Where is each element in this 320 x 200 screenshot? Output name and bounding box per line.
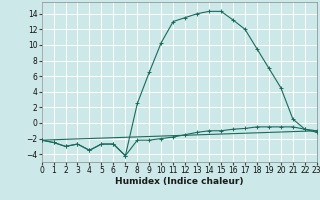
X-axis label: Humidex (Indice chaleur): Humidex (Indice chaleur) (115, 177, 244, 186)
